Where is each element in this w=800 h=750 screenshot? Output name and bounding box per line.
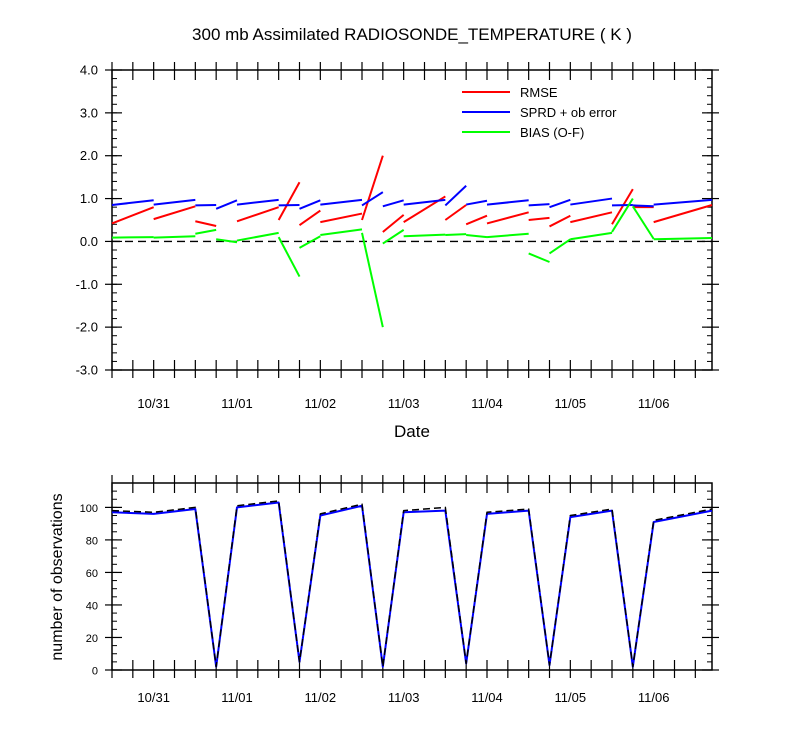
series-bias-segment: [403, 233, 446, 238]
series-sprd-segment: [153, 198, 196, 206]
top-x-tick-label: 11/06: [638, 396, 670, 411]
bottom-x-tick-label: 11/03: [388, 690, 420, 705]
series-sprd-segment: [111, 199, 154, 206]
series-sprd-segment: [465, 199, 488, 206]
series-sprd-segment: [444, 184, 467, 207]
series-rmse-segment: [236, 206, 279, 223]
series-sprd-segment: [215, 199, 238, 210]
top-x-tick-label: 11/04: [471, 396, 503, 411]
bottom-x-tick-label: 11/04: [471, 690, 503, 705]
series-rmse-segment: [486, 211, 529, 225]
chart-title: 300 mb Assimilated RADIOSONDE_TEMPERATUR…: [192, 25, 632, 44]
series-rmse-segment: [382, 214, 405, 233]
top-y-tick-label: 2.0: [80, 148, 98, 163]
series-bias-segment: [361, 232, 384, 328]
series-rmse-segment: [111, 206, 155, 225]
series-sprd-segment: [528, 203, 550, 207]
series-rmse-segment: [528, 216, 550, 221]
series-sprd-segment: [549, 198, 571, 209]
legend-label: SPRD + ob error: [520, 105, 617, 120]
series-possible-observations: [111, 500, 713, 668]
series-bias-segment: [611, 198, 634, 233]
bottom-x-tick-label: 11/05: [555, 690, 587, 705]
series-rmse-segment: [195, 220, 217, 227]
series-bias-segment: [445, 233, 467, 236]
series-bias-segment: [528, 252, 550, 263]
top-y-tick-label: 0.0: [80, 234, 98, 249]
bottom-y-tick-label: 60: [86, 568, 98, 580]
top-y-tick-label: 3.0: [80, 105, 98, 120]
legend-label: RMSE: [520, 85, 558, 100]
series-sprd-segment: [486, 199, 529, 206]
series-rmse-segment: [298, 209, 321, 226]
bottom-y-tick-label: 40: [86, 600, 98, 612]
top-x-tick-label: 11/02: [305, 396, 337, 411]
series-rmse-segment: [570, 211, 613, 224]
top-y-tick-label: 4.0: [80, 63, 98, 78]
series-rmse-segment: [611, 188, 634, 225]
series-bias-segment: [382, 229, 405, 245]
bottom-y-axis-label: number of observations: [49, 493, 66, 660]
series-sprd-segment: [361, 191, 384, 207]
series-bias-segment: [195, 228, 217, 235]
top-x-tick-label: 11/03: [388, 396, 420, 411]
series-sprd-segment: [320, 198, 363, 206]
series-sprd-segment: [382, 199, 404, 208]
bottom-x-tick-label: 11/02: [305, 690, 337, 705]
series-sprd-segment: [632, 204, 654, 208]
series-rmse-segment: [653, 204, 713, 224]
top-y-tick-label: 1.0: [80, 191, 98, 206]
series-rmse-segment: [361, 155, 384, 221]
series-rmse-segment: [465, 214, 488, 226]
series-rmse-segment: [444, 204, 467, 221]
series-bias-segment: [216, 238, 238, 244]
series-bias-segment: [153, 235, 196, 239]
series-sprd-segment: [403, 198, 446, 206]
series-rmse-segment: [549, 214, 571, 228]
series-bias-segment: [631, 205, 655, 240]
legend-label: BIAS (O-F): [520, 125, 584, 140]
bottom-x-tick-label: 11/06: [638, 690, 670, 705]
top-x-tick-label: 11/01: [221, 396, 253, 411]
series-bias-segment: [320, 228, 363, 236]
top-y-tick-label: -1.0: [76, 277, 98, 292]
top-x-axis-label: Date: [394, 422, 430, 441]
top-y-tick-label: -2.0: [76, 320, 98, 335]
series-bias-segment: [236, 231, 279, 242]
top-chart-plot: 10/31 11/01 11/02 11/03 11/04 11/05 11/06 4.0 3.…: [76, 62, 719, 411]
series-bias-segment: [570, 231, 613, 241]
series-sprd-segment: [570, 197, 613, 206]
top-x-tick-label: 11/05: [555, 396, 587, 411]
series-used-observations: [111, 501, 713, 668]
bottom-y-tick-label: 20: [86, 633, 98, 645]
bottom-y-tick-label: 100: [80, 503, 98, 515]
series-rmse-segment: [277, 181, 301, 221]
series-bias-segment: [299, 235, 321, 249]
series-sprd-segment: [299, 199, 321, 210]
bottom-y-tick-label: 80: [86, 535, 98, 547]
bottom-frame: [111, 482, 713, 671]
bottom-y-tick-label: 0: [92, 666, 98, 678]
top-x-tick-label: 10/31: [137, 396, 170, 411]
top-frame: [111, 69, 713, 371]
series-rmse-segment: [320, 212, 363, 224]
bottom-x-tick-label: 11/01: [221, 690, 253, 705]
series-sprd-segment: [236, 198, 279, 206]
top-y-tick-label: -3.0: [76, 363, 98, 378]
series-bias-segment: [548, 238, 571, 255]
bottom-chart-plot: 10/31 11/01 11/02 11/03 11/04 11/05 11/06 0 20 40…: [80, 475, 719, 705]
series-bias-segment: [486, 232, 529, 239]
series-sprd-segment: [653, 198, 713, 206]
series-rmse-segment: [153, 205, 196, 221]
bottom-x-tick-label: 10/31: [137, 690, 170, 705]
series-bias-segment: [466, 234, 488, 239]
series-bias-segment: [653, 237, 713, 241]
series-bias-segment: [277, 236, 301, 278]
